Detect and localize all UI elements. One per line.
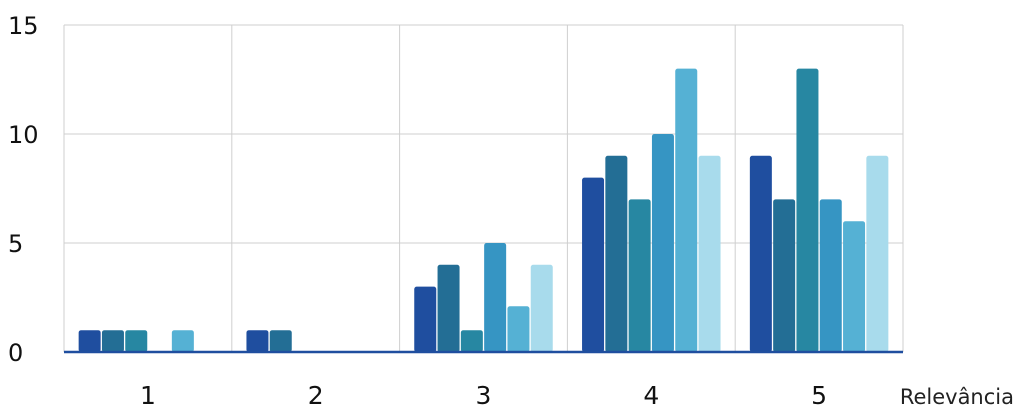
bar <box>628 199 651 352</box>
bar <box>796 68 819 352</box>
bar <box>866 155 889 352</box>
x-tick-label: 4 <box>643 381 659 409</box>
y-tick-label: 0 <box>8 339 23 367</box>
x-tick-label: 1 <box>140 381 156 409</box>
y-tick-label: 10 <box>8 121 39 149</box>
bar <box>171 330 194 352</box>
bar <box>507 306 530 352</box>
y-tick-label: 5 <box>8 230 23 258</box>
bar <box>675 68 698 352</box>
bar <box>843 221 866 352</box>
bar <box>437 264 460 352</box>
x-tick-labels: 1 2 3 4 5 <box>140 381 827 409</box>
x-tick-label: 2 <box>308 381 324 409</box>
x-tick-label: 5 <box>811 381 827 409</box>
x-axis-label: Relevância <box>900 385 1014 409</box>
bar <box>484 243 507 352</box>
bar <box>819 199 842 352</box>
bar <box>269 330 292 352</box>
x-tick-label: 3 <box>476 381 492 409</box>
y-tick-labels: 0 5 10 15 <box>8 12 39 367</box>
bar <box>605 155 628 352</box>
bar <box>414 286 437 352</box>
bar <box>749 155 772 352</box>
bar <box>460 330 483 352</box>
bar <box>246 330 269 352</box>
bar <box>698 155 721 352</box>
bar <box>773 199 796 352</box>
y-tick-label: 15 <box>8 12 39 40</box>
bars <box>78 68 889 352</box>
bar <box>651 134 674 352</box>
bar <box>582 177 605 352</box>
bar <box>101 330 124 352</box>
bar <box>78 330 101 352</box>
bar <box>530 264 553 352</box>
bar <box>125 330 148 352</box>
